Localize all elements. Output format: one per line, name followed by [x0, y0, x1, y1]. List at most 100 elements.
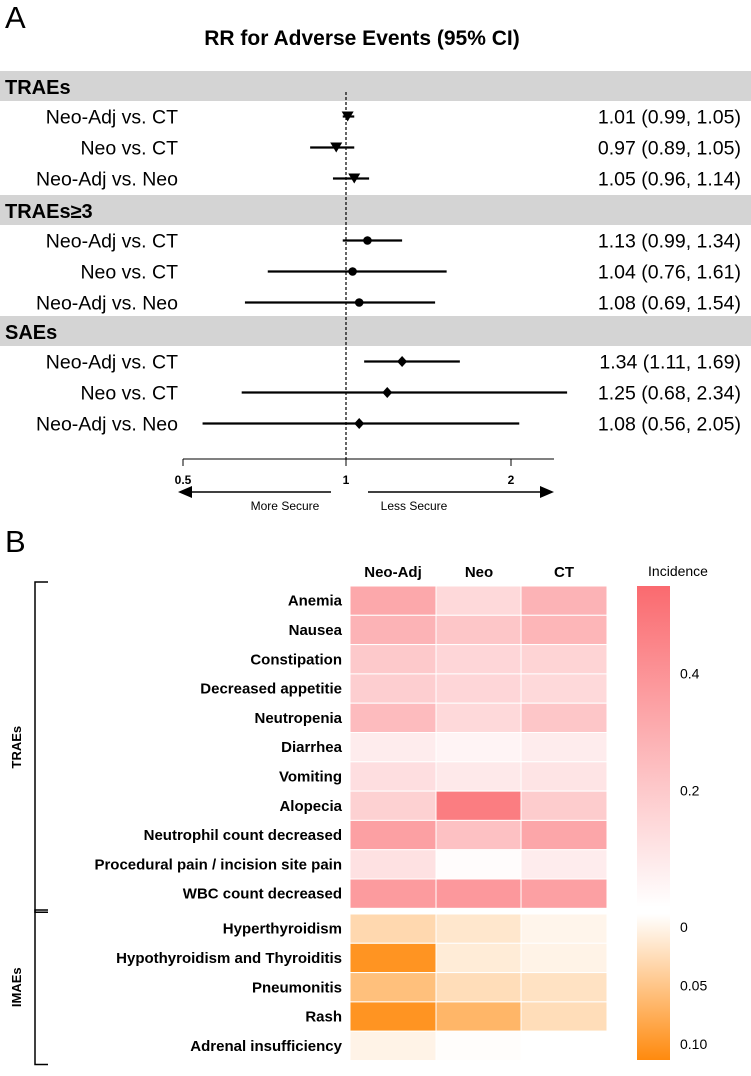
heatmap-cell — [435, 913, 523, 944]
heatmap-cell — [435, 819, 523, 851]
less-secure-label: Less Secure — [381, 499, 448, 513]
heatmap-cell — [520, 942, 608, 974]
group-axis-label: IMAEs — [9, 967, 24, 1007]
heatmap-cell — [349, 942, 437, 974]
row-label: Hypothyroidism and Thyroiditis — [116, 950, 342, 967]
heatmap-cell — [435, 790, 523, 821]
heatmap-cell — [520, 1030, 608, 1061]
column-header: Neo-Adj — [364, 564, 422, 581]
heatmap-cell — [435, 585, 523, 616]
comparison-label: Neo vs. CT — [80, 138, 178, 160]
row-label: WBC count decreased — [183, 886, 342, 903]
row-label: Rash — [305, 1009, 342, 1026]
heatmap-cell — [349, 819, 437, 851]
heatmap-cell — [435, 702, 523, 734]
heatmap-cell — [435, 732, 523, 763]
estimate-label: 1.04 (0.76, 1.61) — [598, 262, 741, 284]
heatmap-cell — [349, 878, 437, 909]
column-header: CT — [554, 564, 574, 581]
heatmap-cell — [435, 878, 523, 909]
panel-label-b: B — [5, 524, 26, 559]
row-label: Hyperthyroidism — [223, 921, 342, 938]
row-label: Decreased appetitie — [200, 681, 342, 698]
point-estimate — [348, 173, 361, 184]
heatmap-cell — [349, 761, 437, 792]
legend-colorbar-traes — [637, 586, 670, 907]
estimate-label: 1.08 (0.69, 1.54) — [598, 293, 741, 315]
forest-plot: TRAEs TRAEs≥3 SAEs Neo-Adj vs. CT 1.01 (0.99… — [0, 71, 751, 513]
legend-tick-label: 0 — [680, 919, 688, 935]
heatmap-cell — [349, 585, 437, 616]
row-label: Nausea — [289, 622, 343, 639]
arrow-left-head — [178, 486, 192, 498]
heatmap-cell — [435, 761, 523, 792]
heatmap-cell — [435, 1030, 523, 1061]
point-estimate — [363, 236, 372, 245]
heatmap-cell — [435, 644, 523, 675]
point-estimate — [354, 418, 365, 429]
heatmap-cell — [349, 913, 437, 944]
row-label: Constipation — [250, 651, 342, 668]
group-bracket — [34, 581, 48, 914]
heatmap-cell — [349, 1030, 437, 1061]
group-header-bar — [0, 71, 751, 101]
point-estimate — [330, 142, 343, 153]
heatmap-cell — [520, 819, 608, 851]
point-estimate — [348, 267, 357, 276]
heatmap-cell — [349, 614, 437, 646]
comparison-label: Neo-Adj vs. Neo — [36, 293, 178, 315]
point-estimate — [382, 387, 393, 398]
row-label: Anemia — [288, 593, 343, 610]
heatmap-cell — [520, 878, 608, 909]
heatmap-cell — [520, 972, 608, 1003]
group-header-label: TRAEs — [5, 77, 71, 99]
forest-title: RR for Adverse Events (95% CI) — [204, 27, 519, 50]
heatmap-cell — [520, 790, 608, 821]
heatmap-cell — [520, 585, 608, 616]
heatmap-cell — [349, 790, 437, 821]
group-header-bar — [0, 316, 751, 346]
comparison-label: Neo-Adj vs. Neo — [36, 414, 178, 436]
heatmap: Neo-Adj Neo CT Anemia Nausea Constipation Decr… — [9, 563, 708, 1066]
estimate-label: 0.97 (0.89, 1.05) — [598, 138, 741, 160]
legend-title: Incidence — [648, 563, 708, 579]
row-label: Neutrophil count decreased — [144, 827, 342, 844]
estimate-label: 1.05 (0.96, 1.14) — [598, 169, 741, 191]
x-axis-tick-label: 0.5 — [175, 473, 192, 487]
x-axis-tick-label: 1 — [343, 473, 350, 487]
group-header-label: SAEs — [5, 322, 57, 344]
heatmap-cell — [520, 644, 608, 675]
row-label: Neutropenia — [254, 710, 342, 727]
estimate-label: 1.34 (1.11, 1.69) — [599, 352, 741, 374]
estimate-label: 1.01 (0.99, 1.05) — [598, 107, 741, 129]
heatmap-cell — [435, 1001, 523, 1032]
heatmap-cell — [520, 849, 608, 880]
legend-tick-label: 0.05 — [680, 978, 707, 994]
row-label: Diarrhea — [281, 739, 343, 756]
panel-label-a: A — [5, 0, 26, 35]
heatmap-cell — [520, 614, 608, 646]
estimate-label: 1.13 (0.99, 1.34) — [598, 231, 741, 253]
comparison-label: Neo-Adj vs. CT — [46, 352, 178, 374]
comparison-label: Neo-Adj vs. CT — [46, 231, 178, 253]
point-estimate — [354, 298, 364, 307]
group-header-bar — [0, 195, 751, 225]
heatmap-cell — [520, 913, 608, 944]
row-label: Alopecia — [279, 798, 342, 815]
heatmap-cell — [520, 702, 608, 734]
heatmap-cell — [435, 614, 523, 646]
estimate-label: 1.08 (0.56, 2.05) — [598, 414, 741, 436]
comparison-label: Neo-Adj vs. Neo — [36, 169, 178, 191]
heatmap-cell — [349, 644, 437, 675]
column-header: Neo — [465, 564, 493, 581]
x-axis-tick-label: 2 — [508, 473, 515, 487]
row-label: Pneumonitis — [252, 979, 342, 996]
estimate-label: 1.25 (0.68, 2.34) — [598, 383, 741, 405]
heatmap-cell — [435, 673, 523, 704]
row-label: Vomiting — [279, 768, 342, 785]
comparison-label: Neo vs. CT — [80, 383, 178, 405]
heatmap-cell — [520, 1001, 608, 1032]
group-axis-label: TRAEs — [9, 726, 24, 769]
legend-tick-label: 0.10 — [680, 1036, 707, 1052]
